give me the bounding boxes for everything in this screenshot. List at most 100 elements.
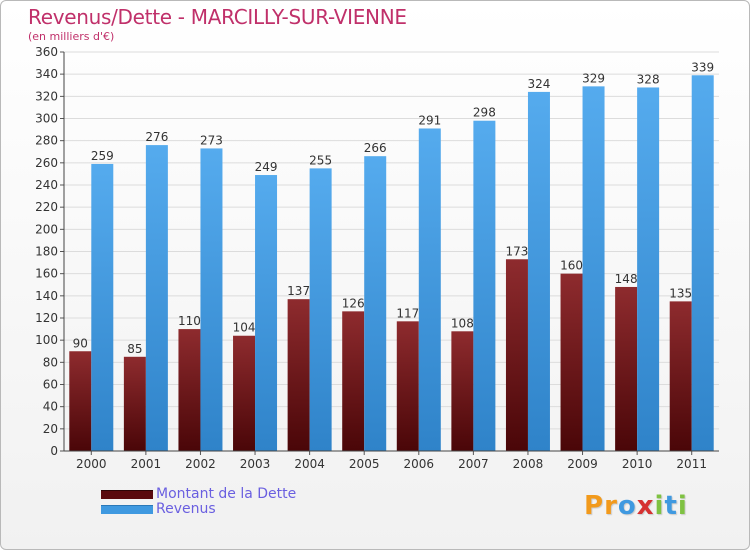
bar-revenus (418, 128, 441, 451)
bar-dette (615, 286, 638, 451)
y-tick-label: 80 (43, 355, 58, 369)
bar-dette (178, 329, 201, 451)
bar-revenus (473, 120, 496, 451)
logo-letter: P (584, 491, 605, 521)
y-tick-label: 100 (35, 333, 58, 347)
data-label-revenus: 298 (473, 106, 496, 120)
bar-revenus (527, 91, 550, 452)
data-label-dette: 117 (396, 306, 419, 320)
bar-revenus (582, 86, 605, 451)
data-label-revenus: 276 (145, 130, 168, 144)
data-label-dette: 85 (127, 342, 142, 356)
y-tick-label: 60 (43, 378, 58, 392)
x-axis-ticks: 2000 2001 2002 2003 2004 2005 2006 2007 2008 2009… (76, 451, 707, 471)
data-labels: 90 259 85 276 110 273 104 249 137 255 126 266 117 291… (73, 60, 715, 356)
data-label-dette: 137 (287, 284, 310, 298)
chart-subtitle: (en milliers d'€) (28, 30, 115, 43)
y-tick-label: 20 (43, 422, 58, 436)
y-tick-label: 140 (35, 289, 58, 303)
logo-letter: i (677, 491, 688, 521)
y-tick-label: 320 (35, 89, 58, 103)
bar-dette (342, 311, 365, 451)
y-tick-label: 340 (35, 67, 58, 81)
bar-dette (560, 273, 583, 451)
bar-dette (287, 299, 310, 451)
x-tick-label: 2004 (294, 457, 325, 471)
x-tick-label: 2002 (185, 457, 216, 471)
data-label-dette: 110 (178, 314, 201, 328)
y-tick-label: 240 (35, 178, 58, 192)
chart-title: Revenus/Dette - MARCILLY-SUR-VIENNE (28, 5, 407, 29)
x-tick-label: 2008 (513, 457, 544, 471)
data-label-revenus: 291 (418, 113, 441, 127)
data-label-dette: 126 (342, 296, 365, 310)
x-tick-label: 2001 (131, 457, 162, 471)
y-tick-label: 220 (35, 200, 58, 214)
legend-swatch-revenus (101, 505, 153, 514)
proxiti-logo: Proxiti (584, 491, 688, 521)
bar-revenus (364, 156, 387, 451)
data-label-dette: 135 (669, 286, 692, 300)
y-tick-label: 120 (35, 311, 58, 325)
data-label-dette: 160 (560, 259, 583, 273)
y-tick-label: 160 (35, 267, 58, 281)
y-tick-label: 280 (35, 134, 58, 148)
x-tick-label: 2009 (567, 457, 598, 471)
data-label-revenus: 339 (691, 60, 714, 74)
logo-letter: t (664, 491, 678, 521)
y-tick-label: 40 (43, 400, 58, 414)
data-label-dette: 108 (451, 316, 474, 330)
bar-revenus (309, 168, 332, 451)
legend-label-dette: Montant de la Dette (156, 486, 297, 502)
x-tick-label: 2000 (76, 457, 107, 471)
bar-revenus (691, 75, 714, 452)
data-label-dette: 90 (73, 336, 88, 350)
axes (63, 52, 719, 452)
logo-letter: i (654, 491, 665, 521)
data-label-dette: 173 (506, 244, 529, 258)
y-tick-label: 180 (35, 245, 58, 259)
bar-dette (505, 259, 528, 451)
data-label-revenus: 255 (309, 153, 332, 167)
bar-dette (233, 335, 256, 451)
data-label-revenus: 324 (528, 77, 551, 91)
legend-label-revenus: Revenus (156, 501, 216, 517)
y-tick-label: 360 (35, 45, 58, 59)
bar-dette (123, 356, 146, 451)
bar-dette (396, 321, 419, 451)
data-label-revenus: 249 (255, 160, 278, 174)
bar-revenus (91, 163, 114, 452)
data-label-dette: 104 (233, 321, 256, 335)
data-label-revenus: 266 (364, 141, 387, 155)
logo-letter: o (617, 491, 637, 521)
y-axis-ticks: 0 20 40 60 80 100 120 140 160 180 200 220 240 260 280 3… (35, 45, 64, 458)
legend-swatch-dette (101, 490, 153, 499)
logo-letter: x (636, 491, 655, 521)
data-label-revenus: 329 (582, 71, 605, 85)
y-tick-label: 200 (35, 222, 58, 236)
bars (69, 75, 714, 452)
x-tick-label: 2005 (349, 457, 380, 471)
bar-dette (451, 331, 474, 451)
bar-dette (69, 351, 92, 451)
logo-letter: r (604, 491, 618, 521)
data-label-revenus: 328 (637, 72, 660, 86)
data-label-revenus: 273 (200, 133, 223, 147)
y-tick-label: 260 (35, 156, 58, 170)
y-tick-label: 300 (35, 112, 58, 126)
bar-revenus (255, 175, 278, 451)
x-tick-label: 2006 (404, 457, 435, 471)
bar-revenus (637, 87, 660, 451)
data-label-dette: 148 (615, 272, 638, 286)
bar-revenus (200, 148, 223, 452)
x-tick-label: 2003 (240, 457, 271, 471)
y-tick-label: 0 (50, 444, 58, 458)
bar-dette (669, 301, 692, 451)
x-tick-label: 2010 (622, 457, 653, 471)
x-tick-label: 2007 (458, 457, 489, 471)
bar-revenus (145, 145, 168, 451)
x-tick-label: 2011 (676, 457, 707, 471)
data-label-revenus: 259 (91, 149, 114, 163)
